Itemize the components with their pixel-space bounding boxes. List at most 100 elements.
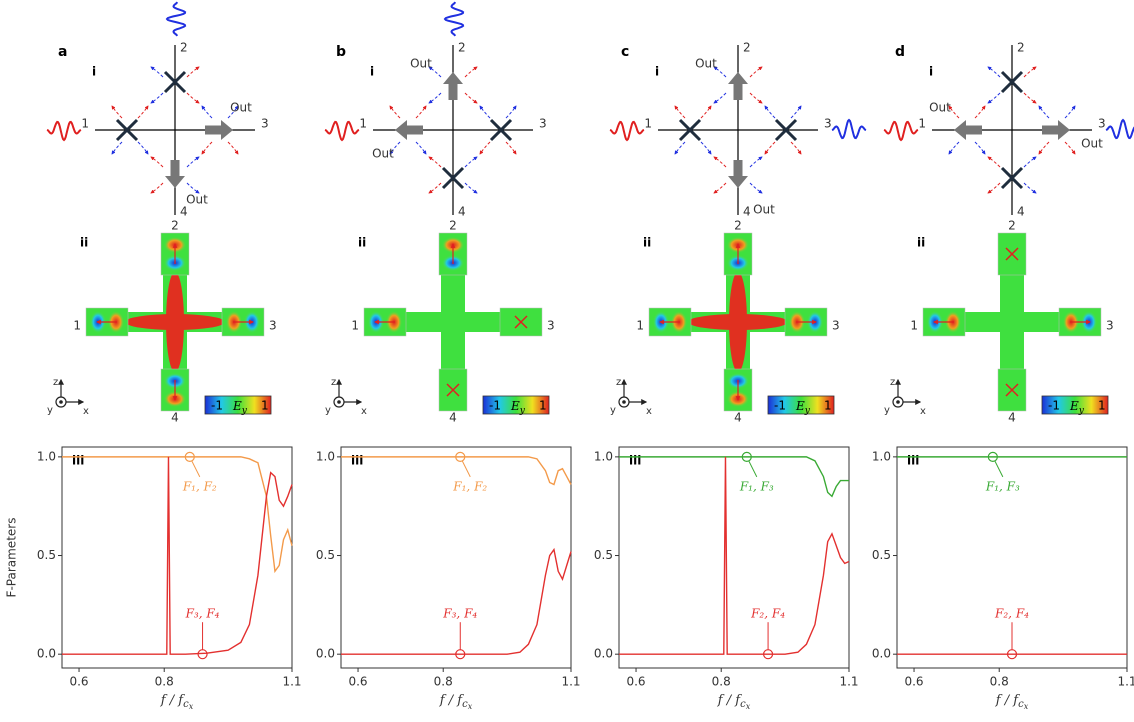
scatter-wave [138, 106, 148, 118]
axis-name: z [53, 377, 58, 388]
scatter-wave [151, 93, 163, 103]
port-label: 2 [449, 219, 457, 233]
y-tick-label: 0.0 [37, 647, 56, 661]
axis-name: y [325, 405, 331, 416]
scatter-wave [1024, 93, 1036, 103]
colorbar-min: -1 [1048, 399, 1060, 413]
colorbar-name: E [232, 399, 242, 413]
scatter-wave [988, 157, 1000, 167]
x-label-subsub: x [746, 702, 751, 711]
out-label: Out [186, 193, 208, 207]
sub-label: ii [643, 236, 651, 250]
port-label: 1 [636, 319, 644, 333]
field-hot [166, 272, 184, 372]
scatter-wave [765, 106, 775, 118]
scatter-wave [465, 183, 477, 193]
out-arrow-head [1058, 120, 1070, 140]
x-axis-label: f / fcx [995, 693, 1029, 712]
scatter-wave [988, 67, 1000, 77]
scatter-wave [750, 157, 762, 167]
y-tick-label: 0.5 [594, 548, 613, 562]
scatter-wave [228, 142, 238, 154]
x-tick-label: 0.8 [712, 675, 731, 689]
out-arrow-head [221, 120, 233, 140]
sub-label: ii [917, 236, 925, 250]
input-wave [167, 2, 185, 36]
port-label: 1 [644, 117, 652, 131]
colorbar-max: 1 [1098, 399, 1106, 413]
x-tick-label: 1.1 [561, 675, 580, 689]
axis-name: z [616, 377, 621, 388]
scatter-wave [480, 142, 490, 154]
sub-label: iii [907, 454, 919, 468]
sub-label: i [655, 65, 659, 79]
port-label: 4 [734, 411, 742, 425]
scatter-wave [429, 157, 441, 167]
port-label: 3 [547, 319, 555, 333]
scatter-wave [1024, 67, 1036, 77]
scatter-wave [416, 142, 426, 154]
scatter-wave [187, 157, 199, 167]
scatter-wave [202, 106, 212, 118]
x-tick-label: 1.1 [282, 675, 301, 689]
scatter-wave [506, 106, 516, 118]
colorbar-min: -1 [489, 399, 501, 413]
out-arrow-head [728, 176, 748, 188]
scatter-wave [390, 106, 400, 118]
scatter-wave [701, 106, 711, 118]
x-tick-label: 0.6 [69, 675, 88, 689]
y-tick-label: 1.0 [872, 449, 891, 463]
series-line [341, 550, 571, 655]
plot-frame [62, 447, 292, 668]
y-tick-label: 0.5 [316, 548, 335, 562]
scatter-wave [429, 93, 441, 103]
y-tick-label: 0.0 [594, 647, 613, 661]
scatter-wave [112, 142, 122, 154]
x-axis-label: f / fcx [160, 693, 194, 712]
x-axis-label: f / fcx [717, 693, 751, 712]
port-label: 4 [171, 411, 179, 425]
colorbar-max: 1 [261, 399, 269, 413]
annotation-label: F₁, F₂ [452, 479, 487, 493]
colorbar-max: 1 [824, 399, 832, 413]
scatter-wave [714, 157, 726, 167]
scatter-wave [112, 106, 122, 118]
scatter-wave [187, 67, 199, 77]
input-wave [832, 120, 866, 138]
scatter-wave [701, 142, 711, 154]
x-tick-label: 0.6 [626, 675, 645, 689]
out-arrow-head [395, 120, 407, 140]
axis-name: x [646, 406, 652, 417]
x-label-subsub: x [1024, 702, 1029, 711]
port-label: 4 [449, 411, 457, 425]
scatter-wave [714, 93, 726, 103]
port-label: 3 [539, 117, 547, 131]
port-label: 1 [359, 117, 367, 131]
panel-letter: d [895, 44, 905, 60]
scatter-wave [975, 142, 985, 154]
scatter-wave [675, 106, 685, 118]
x-tick-label: 0.8 [155, 675, 174, 689]
y-tick-label: 0.5 [872, 548, 891, 562]
port-label: 2 [1017, 41, 1025, 55]
scatter-wave [1024, 183, 1036, 193]
out-label: Out [1081, 137, 1103, 151]
y-tick-label: 0.0 [316, 647, 335, 661]
panel-letter: c [621, 44, 629, 60]
port-label: 1 [910, 319, 918, 333]
scatter-wave [506, 142, 516, 154]
scatter-wave [416, 106, 426, 118]
series-line [619, 457, 849, 496]
axis-name: y [47, 405, 53, 416]
scatter-wave [714, 183, 726, 193]
x-label-main: f / f [717, 693, 742, 708]
out-label: Out [753, 203, 775, 217]
port-label: 2 [734, 219, 742, 233]
port-label: 1 [81, 117, 89, 131]
input-wave [1106, 120, 1134, 138]
sub-label: ii [358, 236, 366, 250]
axis-name: x [920, 406, 926, 417]
port-label: 1 [73, 319, 81, 333]
y-tick-label: 0.5 [37, 548, 56, 562]
annotation-line [192, 461, 200, 477]
